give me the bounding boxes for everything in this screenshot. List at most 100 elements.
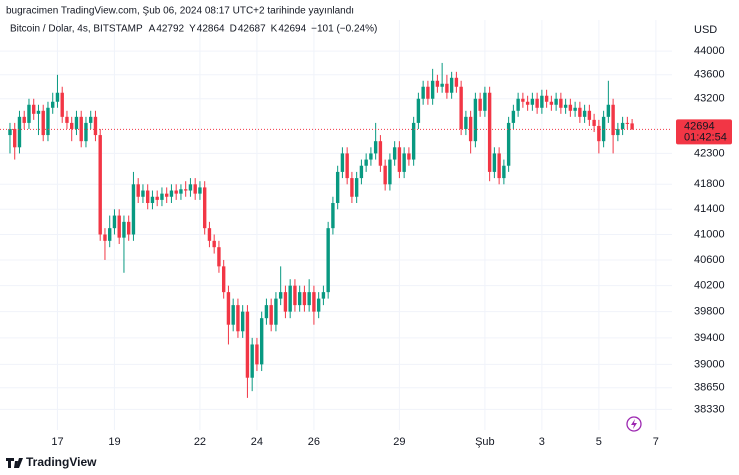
candle-body [259, 318, 264, 365]
candle-body [369, 153, 373, 160]
candle-body [212, 240, 216, 248]
candle-body [108, 228, 112, 241]
y-tick-label: 42300 [694, 147, 725, 159]
candle-body [84, 122, 88, 142]
candle-body [435, 80, 440, 87]
candle-body [264, 305, 269, 319]
candle-body [179, 189, 183, 194]
ohlc-label: D [230, 24, 237, 35]
x-tick-label: 19 [108, 436, 120, 448]
candle-body [141, 190, 145, 197]
x-tick-label: Şub [475, 436, 495, 448]
candle-body [445, 83, 449, 93]
candle-body [454, 77, 459, 87]
candle-body [65, 116, 69, 123]
y-tick-label: 38330 [694, 403, 725, 415]
candle-body [397, 147, 402, 172]
candle-body [274, 298, 278, 325]
y-tick-label: 39800 [694, 306, 725, 318]
candle-body [217, 247, 221, 267]
candle-body [478, 98, 482, 111]
candle-body [468, 116, 473, 142]
candle-body [183, 189, 188, 191]
candle-body [578, 107, 582, 117]
y-tick-label: 40600 [694, 254, 725, 266]
candle-body [606, 104, 611, 117]
candle-body [388, 159, 392, 185]
candle-body [554, 98, 558, 105]
candle-body [13, 128, 17, 148]
x-tick-label: 7 [653, 436, 659, 448]
candle-body [416, 98, 421, 123]
price-badge [676, 119, 732, 145]
y-tick-label: 41400 [694, 203, 725, 215]
y-tick-label: 41000 [694, 228, 725, 240]
candle-body [98, 135, 102, 235]
candle-body [269, 305, 273, 325]
candle-body [411, 122, 416, 160]
candle-body [169, 190, 174, 197]
candle-body [117, 215, 121, 238]
candle-body [136, 184, 140, 197]
candle-body [359, 165, 364, 179]
candle-body [188, 184, 193, 191]
ohlc-value: 42694 [278, 24, 306, 35]
candle-body [573, 107, 577, 111]
x-tick-label: 5 [596, 436, 602, 448]
candle-body [74, 116, 79, 129]
candle-body [402, 153, 406, 172]
candle-body [231, 305, 235, 325]
candle-body [164, 193, 169, 197]
candle-body [350, 178, 354, 197]
event-icon[interactable] [626, 416, 642, 432]
x-tick-label: 26 [308, 436, 320, 448]
ohlc-label: A [149, 24, 156, 35]
countdown: 01:42:54 [684, 131, 727, 143]
candle-body [112, 215, 117, 229]
x-tick-label: 29 [393, 436, 405, 448]
last-price-label: 42694 [684, 120, 715, 132]
candle-body [103, 234, 107, 241]
candle-body [22, 116, 26, 123]
candle-body [250, 344, 254, 378]
candle-body [597, 125, 601, 142]
y-tick-label: 38650 [694, 382, 725, 394]
candle-body [563, 104, 568, 108]
candle-body [236, 305, 240, 332]
candle-body [32, 104, 36, 114]
candle-body [335, 171, 340, 204]
candle-body [60, 92, 64, 117]
y-tick-label: 40200 [694, 280, 725, 292]
candle-body [487, 92, 492, 172]
candle-body [540, 95, 544, 108]
candle-body [511, 110, 516, 123]
candle-body [198, 187, 202, 194]
candle-body [193, 184, 197, 194]
candle-body [587, 110, 592, 120]
candle-body [630, 123, 634, 130]
candle-body [421, 86, 425, 99]
candle-body [174, 190, 178, 194]
candle-body [307, 292, 311, 306]
candle-body [283, 292, 288, 312]
candle-body [245, 311, 250, 378]
y-tick-label: 43600 [694, 69, 725, 81]
candle-body [93, 116, 98, 136]
candle-body [625, 122, 630, 124]
candle-body [293, 285, 297, 306]
currency: USD [694, 24, 717, 36]
candle-body [302, 292, 307, 306]
candle-body [535, 98, 539, 108]
candle-body [530, 98, 535, 105]
candle-body [620, 122, 625, 129]
candle-body [373, 141, 378, 154]
x-tick-label: 3 [539, 436, 545, 448]
candle-body [502, 165, 506, 179]
candle-body [297, 292, 302, 306]
brand: TradingView [26, 455, 97, 469]
x-tick-label: 17 [51, 436, 63, 448]
candle-body [464, 116, 468, 129]
candle-body [278, 292, 283, 299]
candle-body [383, 165, 387, 185]
candle-body [8, 128, 12, 136]
